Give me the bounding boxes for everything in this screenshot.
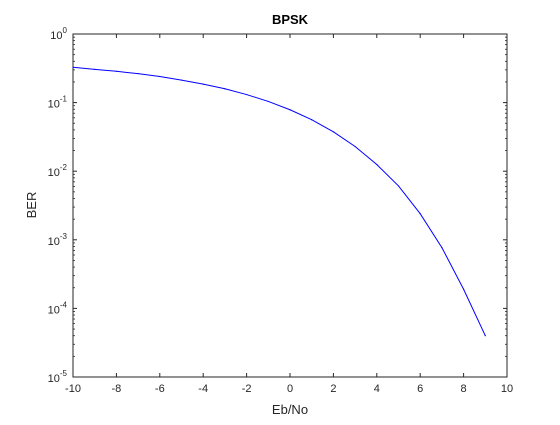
data-point [419,213,421,215]
data-point [115,70,117,72]
x-tick-label: 10 [501,383,513,395]
y-tick-label: 10-2 [48,163,68,179]
x-tick-label: -6 [155,383,165,395]
data-point [72,66,74,68]
data-point [441,246,443,249]
x-tick-label: -2 [242,383,252,395]
chart-title: BPSK [272,12,309,27]
y-tick-label: 100 [50,26,67,42]
x-axis-ticks: -10 -8 -6 -4 -2 0 2 4 6 8 10 [65,34,513,395]
x-tick-label: 4 [374,383,380,395]
data-point [484,335,486,337]
data-point [267,100,269,103]
data-point [332,131,334,133]
x-tick-label: 8 [461,383,467,395]
x-tick-label: 6 [417,383,423,395]
x-tick-label: -10 [65,383,81,395]
plot-area [72,33,508,378]
x-tick-label: -4 [198,383,208,395]
y-axis-ticks: 10-5 10-4 10-3 10-2 10-1 100 [48,26,507,385]
data-point [159,75,161,78]
y-axis-label: BER [24,192,39,219]
data-point [311,119,313,121]
x-tick-label: 2 [330,383,336,395]
data-point [202,83,204,85]
x-axis-label: Eb/No [272,402,308,417]
y-tick-label: 10-3 [48,232,68,248]
data-point [376,163,378,166]
y-tick-label: 10-1 [48,95,68,111]
x-tick-label: 0 [287,383,293,395]
data-point [224,88,226,90]
data-point [354,145,356,148]
series-layer [72,66,486,337]
series-line [72,66,486,336]
data-point [180,79,183,81]
data-point [137,73,139,75]
data-point [397,185,400,187]
data-point [463,288,465,290]
y-tick-label: 10-4 [48,300,68,316]
data-point [94,68,96,70]
data-point [289,109,291,111]
data-point [246,93,248,96]
x-tick-label: -8 [112,383,122,395]
y-tick-label: 10-5 [48,369,68,385]
